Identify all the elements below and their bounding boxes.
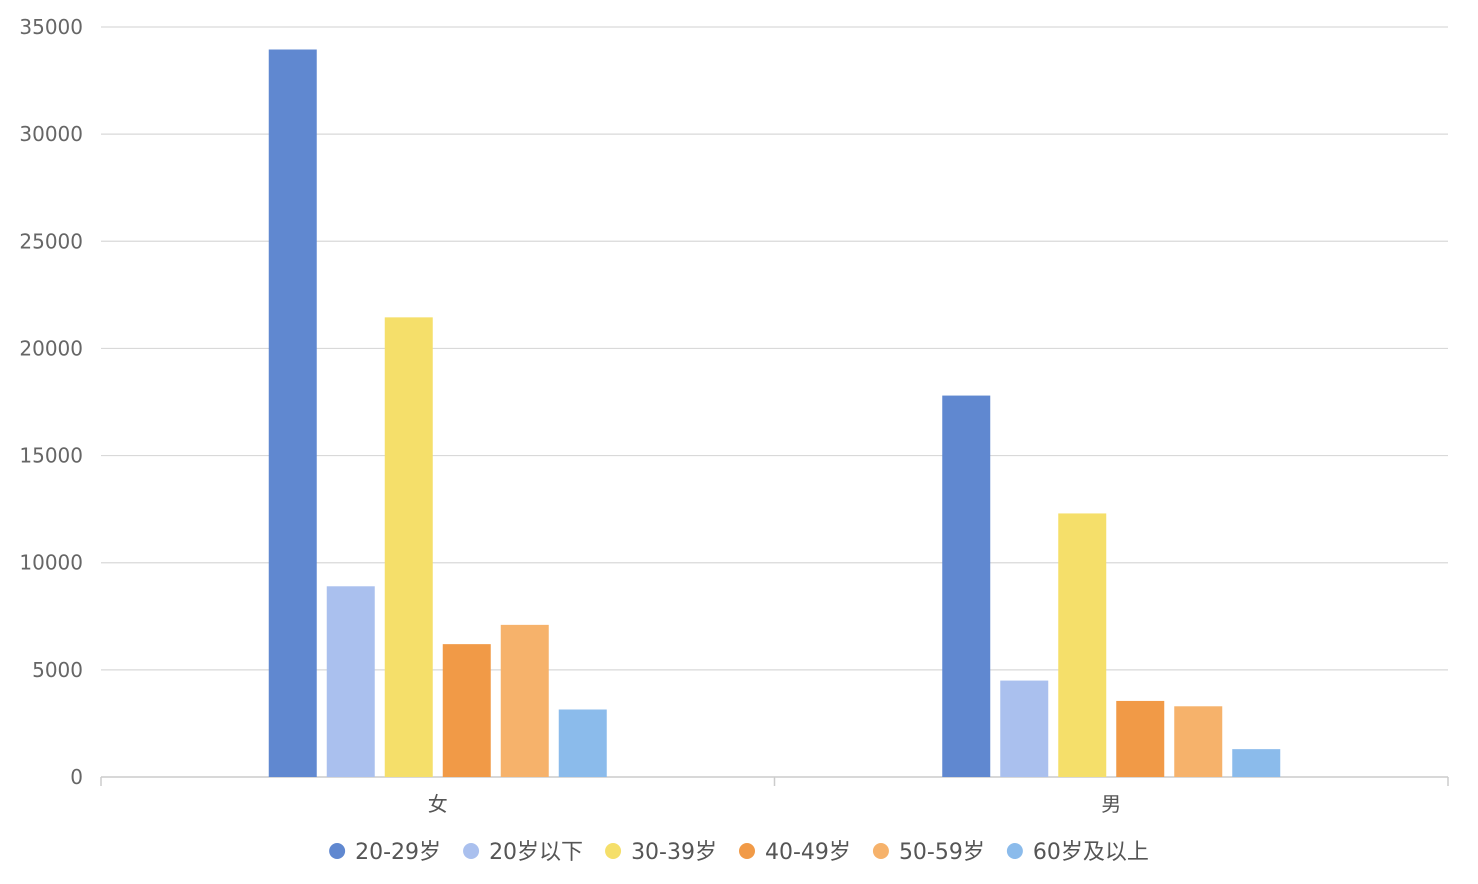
legend-label: 40-49岁 <box>765 840 851 865</box>
bar-1-4[interactable] <box>1174 706 1223 777</box>
bar-0-5[interactable] <box>558 709 607 778</box>
y-axis-ticks: 0 5000 10000 15000 20000 25000 30000 35000 <box>19 15 83 789</box>
legend-marker <box>872 843 889 859</box>
legend-label: 50-59岁 <box>899 840 985 865</box>
legend-label: 20-29岁 <box>355 840 441 865</box>
x-axis-ticks: 女男 <box>428 792 1122 816</box>
bar-1-1[interactable] <box>1000 680 1049 777</box>
y-tick-label: 5000 <box>32 658 83 682</box>
legend-marker <box>463 843 480 859</box>
bar-0-4[interactable] <box>500 624 549 777</box>
bar-1-3[interactable] <box>1116 700 1165 777</box>
y-tick-label: 30000 <box>19 122 83 146</box>
legend-item[interactable]: 60岁及以上 <box>1006 840 1149 865</box>
legend-marker <box>1006 843 1023 859</box>
legend-label: 60岁及以上 <box>1033 840 1149 865</box>
y-tick-label: 35000 <box>19 15 83 39</box>
y-tick-label: 0 <box>70 765 83 789</box>
x-tick-label: 女 <box>428 792 448 816</box>
bar-0-1[interactable] <box>326 586 375 777</box>
legend-marker <box>605 843 622 859</box>
x-axis <box>100 776 1449 786</box>
legend-marker <box>739 843 755 859</box>
legend[interactable]: 20-29岁 20岁以下 30-39岁 40-49岁 50-59岁 60岁及以上 <box>329 840 1149 865</box>
legend-item[interactable]: 30-39岁 <box>605 840 717 865</box>
legend-item[interactable]: 50-59岁 <box>872 840 985 865</box>
bar-1-5[interactable] <box>1232 749 1281 777</box>
bar-0-0[interactable] <box>268 49 317 778</box>
bar-0-2[interactable] <box>384 317 433 777</box>
bar-0-3[interactable] <box>442 644 491 777</box>
grid-lines <box>101 26 1448 671</box>
bar-1-0[interactable] <box>942 395 991 777</box>
legend-item[interactable]: 40-49岁 <box>739 840 851 865</box>
legend-label: 20岁以下 <box>489 840 583 865</box>
legend-item[interactable]: 20-29岁 <box>329 840 441 865</box>
y-tick-label: 20000 <box>19 336 83 360</box>
y-tick-label: 25000 <box>19 229 83 253</box>
bars <box>268 49 1281 778</box>
y-tick-label: 15000 <box>19 444 83 468</box>
legend-marker <box>329 843 346 859</box>
x-tick-label: 男 <box>1101 792 1121 816</box>
bar-1-2[interactable] <box>1058 513 1107 777</box>
legend-item[interactable]: 20岁以下 <box>463 840 583 865</box>
y-tick-label: 10000 <box>19 551 83 575</box>
legend-label: 30-39岁 <box>631 840 717 865</box>
